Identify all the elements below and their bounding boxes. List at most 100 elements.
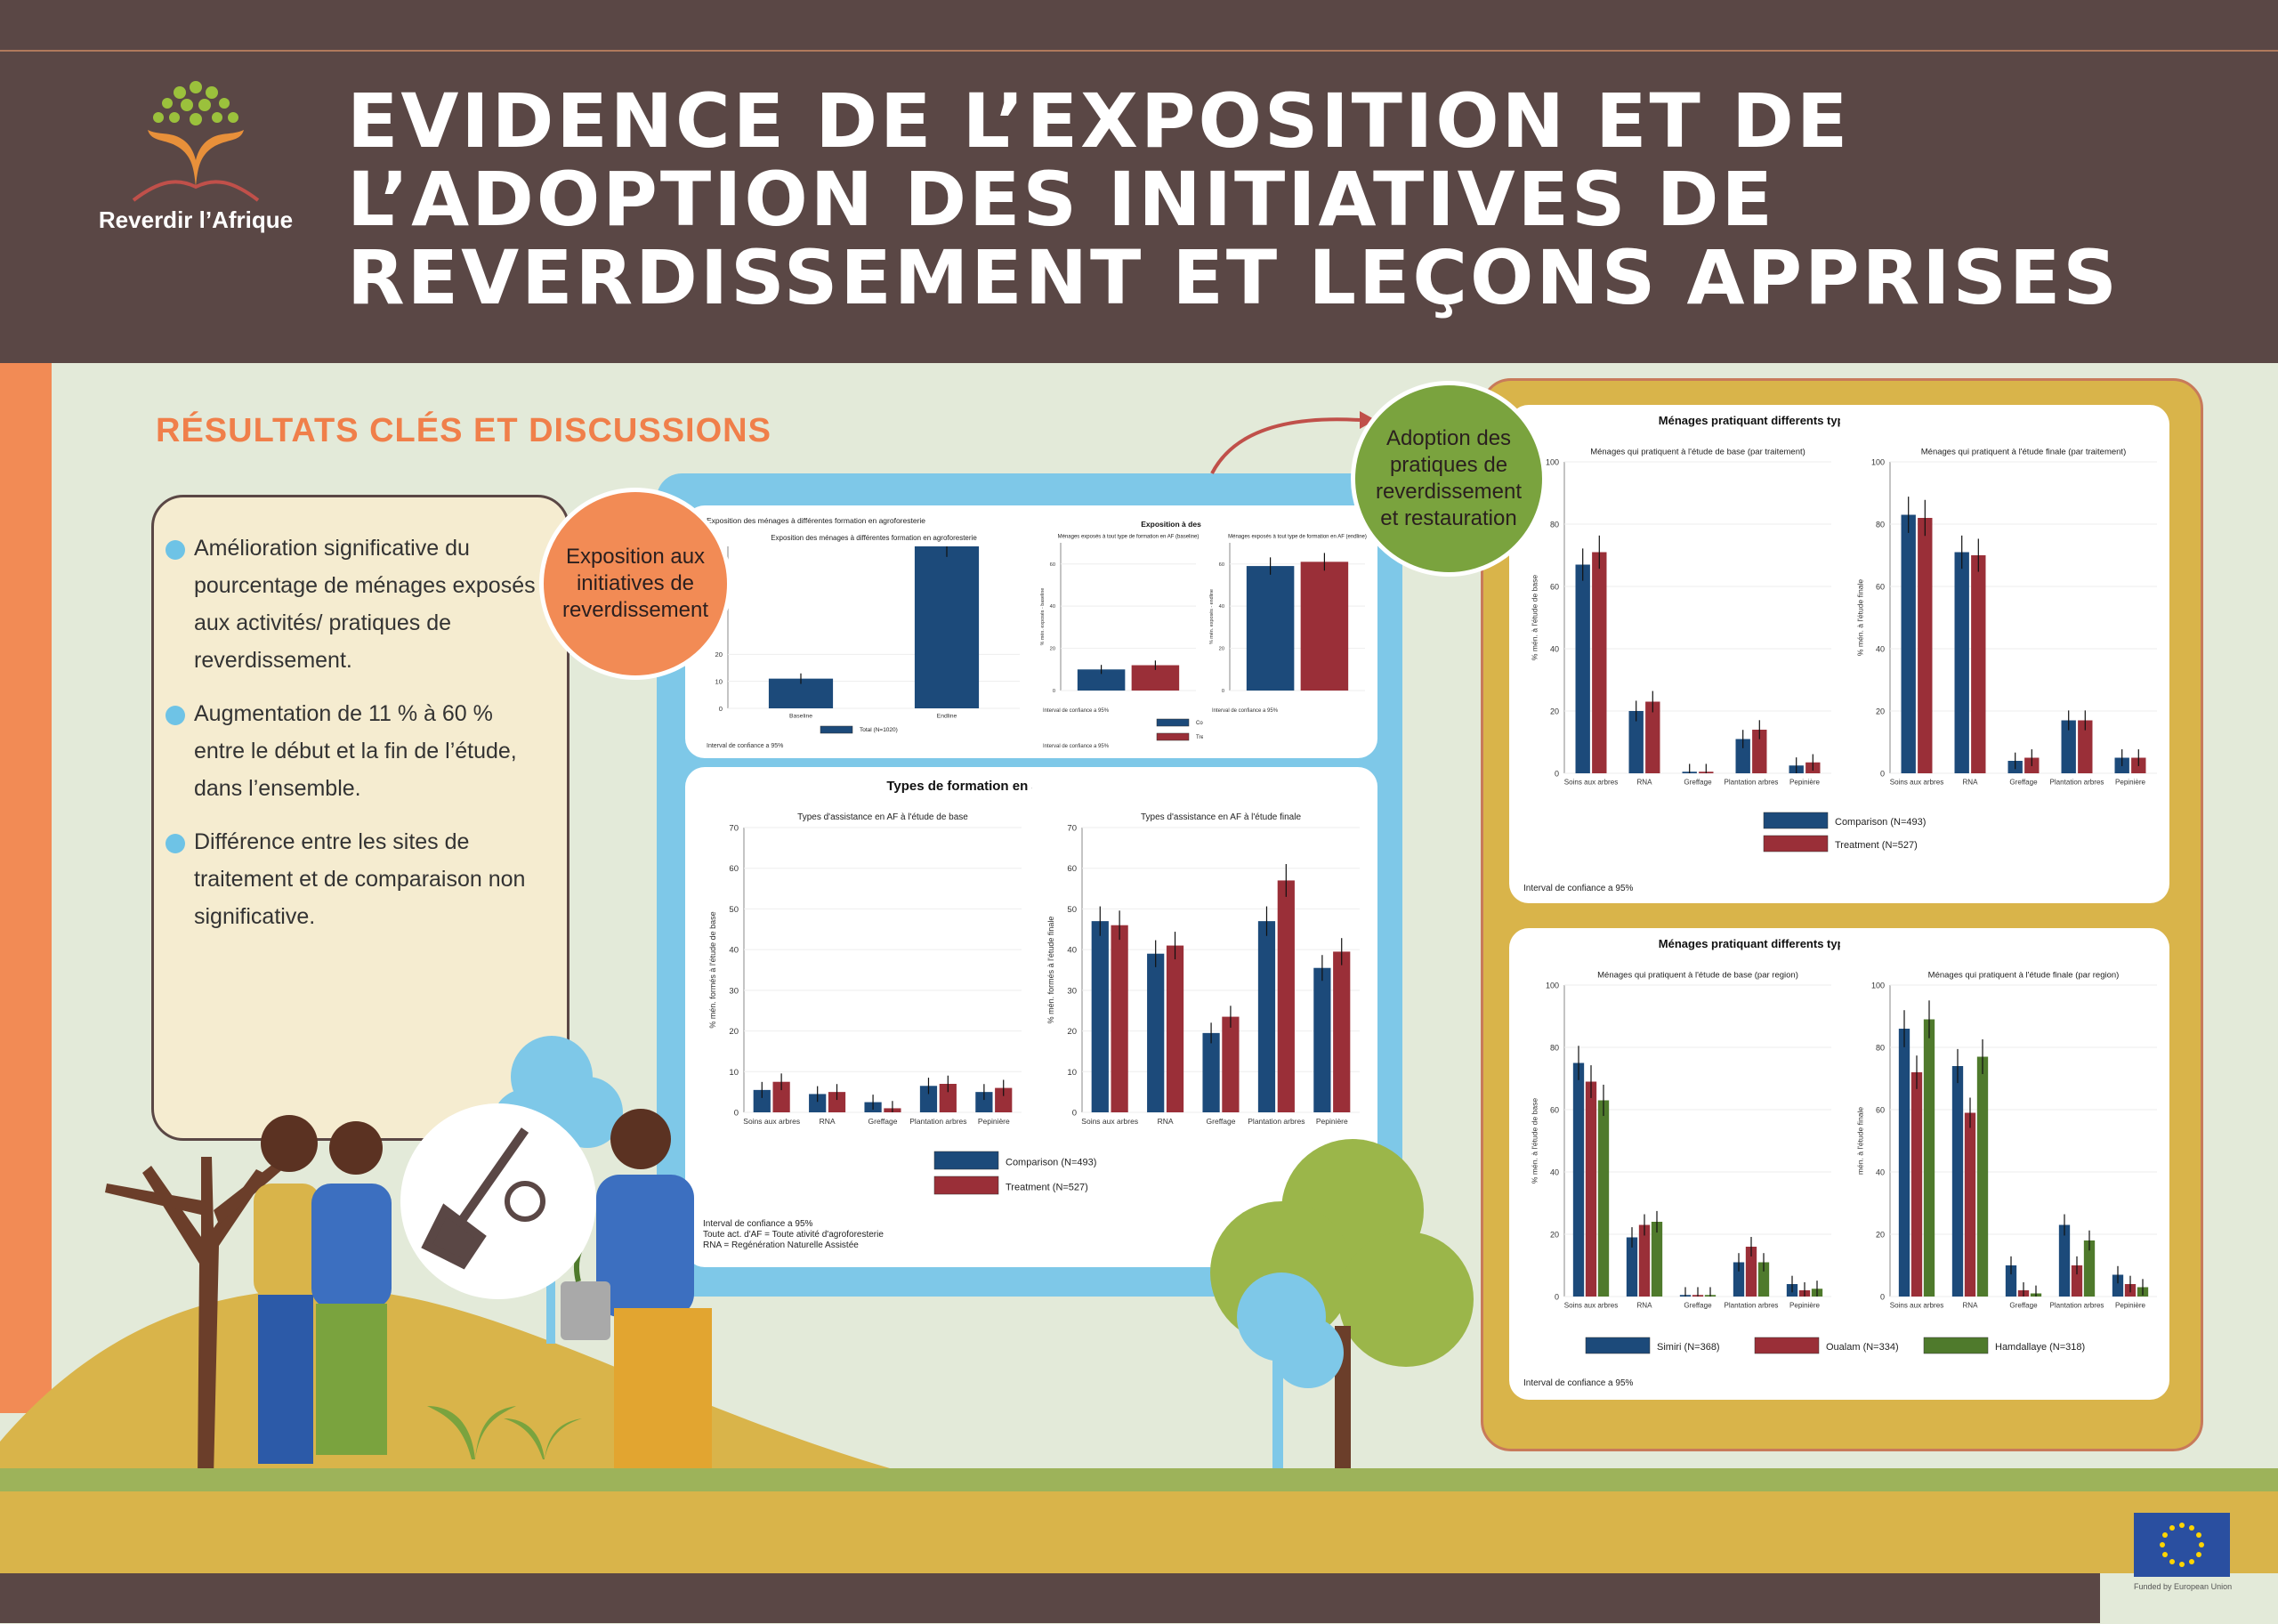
y-tick-label: 0 bbox=[1880, 769, 1885, 778]
legend-swatch bbox=[1763, 812, 1829, 829]
y-tick-label: 20 bbox=[1050, 647, 1055, 652]
practice-region-legend: Simiri (N=368) Oualam (N=334) Hamdallaye (… bbox=[1523, 1337, 2085, 1388]
y-tick-label: 60 bbox=[1050, 562, 1055, 568]
bar bbox=[1954, 552, 1969, 773]
legend-label: Comparison (N=493) bbox=[1196, 721, 1203, 726]
chart-note: Interval de confiance a 95% bbox=[1043, 744, 1110, 749]
x-tick-label: Pepinière bbox=[2115, 1301, 2146, 1309]
x-tick-label: Soins aux arbres bbox=[1890, 1301, 1944, 1309]
bar bbox=[1246, 566, 1295, 691]
assist-endline-chart: Types d'assistance en AF à l'étude final… bbox=[1046, 812, 1360, 1126]
x-tick-label: Pepinière bbox=[1789, 778, 1821, 786]
title-line-2: L’ADOPTION DES INITIATIVES DE bbox=[347, 156, 1775, 243]
y-tick-label: 40 bbox=[1219, 604, 1224, 610]
bar bbox=[2061, 720, 2076, 773]
bar bbox=[939, 1084, 957, 1112]
bar bbox=[1752, 730, 1767, 773]
y-tick-label: 80 bbox=[1550, 1043, 1559, 1052]
chart-note: Interval de confiance a 95% bbox=[1523, 1378, 1634, 1388]
y-tick-label: 80 bbox=[1550, 520, 1559, 529]
practice-end-treatment-chart: Ménages qui pratiquent à l'étude finale … bbox=[1856, 447, 2157, 786]
bullet-dot-icon bbox=[166, 834, 185, 853]
legend-swatch bbox=[1156, 718, 1190, 727]
x-tick-label: Greffage bbox=[1684, 778, 1712, 786]
y-tick-label: 100 bbox=[1546, 457, 1559, 466]
y-tick-label: 70 bbox=[1067, 824, 1077, 834]
title-line-1: EVIDENCE DE L’EXPOSITION ET DE bbox=[347, 77, 1851, 165]
legend-label: Comparison (N=493) bbox=[1006, 1158, 1096, 1168]
y-tick-label: 0 bbox=[1880, 1292, 1885, 1301]
bar bbox=[1918, 518, 1933, 773]
header-banner bbox=[0, 0, 2278, 363]
bar bbox=[1651, 1222, 1663, 1297]
y-tick-label: 20 bbox=[1876, 707, 1885, 715]
bar bbox=[772, 1081, 790, 1112]
chart-title: Types d'assistance en AF à l'étude de ba… bbox=[797, 812, 968, 822]
practice-end-region-chart: Ménages qui pratiquent à l'étude finale … bbox=[1856, 970, 2157, 1309]
x-tick-label: RNA bbox=[1636, 1301, 1652, 1309]
bar bbox=[1964, 1112, 1976, 1297]
y-axis-label: mén. à l'étude finale bbox=[1856, 1107, 1865, 1175]
eu-flag-icon bbox=[2134, 1513, 2230, 1577]
bar bbox=[1575, 564, 1590, 773]
title-line-3: REVERDISSEMENT ET LEÇONS APPRISES bbox=[347, 234, 2120, 321]
practice-base-treatment-chart: Ménages qui pratiquent à l'étude de base… bbox=[1531, 414, 1840, 786]
x-tick-label: Soins aux arbres bbox=[1564, 778, 1619, 786]
bar bbox=[828, 1092, 846, 1112]
footer-band bbox=[0, 1573, 2100, 1623]
exposure-baseline-chart: Ménages exposés à tout type de formation… bbox=[1040, 520, 1203, 749]
bar bbox=[1077, 669, 1126, 691]
legend-label: Treatment (N=527) bbox=[1196, 735, 1203, 740]
poster-title: EVIDENCE DE L’EXPOSITION ET DE L’ADOPTIO… bbox=[347, 82, 2216, 317]
y-axis-label: % mén. à l'étude de base bbox=[1531, 575, 1539, 660]
bar bbox=[1257, 921, 1276, 1112]
x-tick-label: Endline bbox=[937, 713, 957, 719]
y-axis-label: % mén. formés à l'étude finale bbox=[1046, 917, 1055, 1024]
eu-caption: Funded by European Union bbox=[2134, 1582, 2233, 1591]
y-tick-label: 20 bbox=[1876, 1230, 1885, 1239]
bar bbox=[1638, 1224, 1651, 1297]
y-tick-label: 80 bbox=[1876, 520, 1885, 529]
bar bbox=[1923, 1019, 1935, 1297]
chart-supertitle: Types de formation en agroforesterie fou… bbox=[886, 779, 1032, 794]
bar bbox=[1735, 739, 1750, 773]
y-tick-label: 70 bbox=[729, 824, 739, 834]
x-tick-label: Plantation arbres bbox=[2050, 778, 2104, 786]
bar bbox=[2083, 1240, 2096, 1297]
y-axis-label: % mén. à l'étude finale bbox=[1856, 579, 1865, 656]
y-tick-label: 30 bbox=[729, 986, 739, 996]
bar bbox=[1572, 1062, 1585, 1297]
bar bbox=[1597, 1100, 1610, 1297]
bar bbox=[1645, 701, 1660, 773]
x-tick-label: Soins aux arbres bbox=[1890, 778, 1944, 786]
y-tick-label: 0 bbox=[1053, 689, 1055, 694]
tree-logo-icon bbox=[132, 81, 260, 202]
y-tick-label: 100 bbox=[1871, 981, 1885, 990]
training-types-card: Types d'assistance en AF à l'étude de ba… bbox=[685, 767, 1377, 1267]
y-tick-label: 20 bbox=[1067, 1027, 1077, 1037]
bar bbox=[1733, 1262, 1745, 1297]
y-axis-label: % mén. exposés - baseline bbox=[1040, 588, 1046, 646]
x-tick-label: Pepinière bbox=[978, 1117, 1010, 1126]
y-tick-label: 30 bbox=[1067, 986, 1077, 996]
bar bbox=[919, 1086, 938, 1112]
chart-note: Interval de confiance a 95% bbox=[703, 1219, 813, 1229]
bar bbox=[809, 1094, 827, 1112]
x-tick-label: Soins aux arbres bbox=[743, 1117, 800, 1126]
bar bbox=[2058, 1224, 2071, 1297]
y-tick-label: 0 bbox=[719, 705, 723, 713]
x-tick-label: Plantation arbres bbox=[1725, 1301, 1779, 1309]
practice-treatment-card: Ménages qui pratiquent à l'étude de base… bbox=[1509, 405, 2169, 903]
bullet-item: Amélioration significative du pourcentag… bbox=[166, 529, 541, 679]
y-tick-label: 0 bbox=[734, 1109, 739, 1119]
y-tick-label: 60 bbox=[729, 864, 739, 874]
x-tick-label: Greffage bbox=[1207, 1117, 1236, 1126]
adoption-circle: Adoption des pratiques de reverdissement… bbox=[1351, 381, 1547, 577]
assist-baseline-chart: Types d'assistance en AF à l'étude de ba… bbox=[708, 779, 1032, 1126]
y-tick-label: 20 bbox=[1219, 647, 1224, 652]
chart-title-top: Exposition des ménages à différentes for… bbox=[707, 516, 925, 525]
bar bbox=[914, 546, 980, 708]
legend-label: Simiri (N=368) bbox=[1657, 1342, 1720, 1353]
bar bbox=[1626, 1237, 1638, 1297]
legend-swatch bbox=[820, 725, 853, 734]
